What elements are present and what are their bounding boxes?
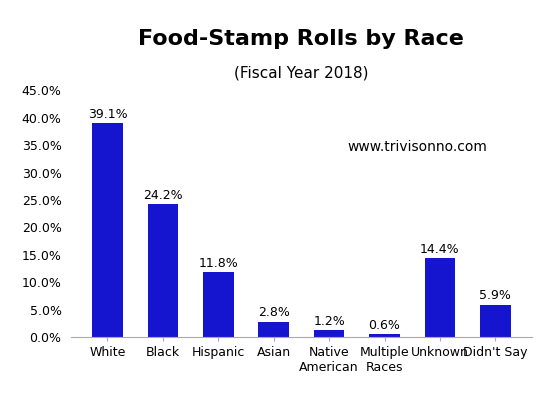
Bar — [259, 322, 289, 337]
Bar — [92, 123, 123, 337]
Text: 14.4%: 14.4% — [420, 243, 460, 256]
Text: 0.6%: 0.6% — [369, 319, 401, 332]
Bar — [425, 258, 455, 337]
Text: 1.2%: 1.2% — [313, 315, 345, 328]
Bar — [203, 272, 233, 337]
Bar — [480, 305, 511, 337]
Bar — [369, 334, 400, 337]
Text: 2.8%: 2.8% — [258, 307, 290, 319]
Text: 24.2%: 24.2% — [143, 189, 182, 202]
Bar — [147, 204, 178, 337]
Text: www.trivisonno.com: www.trivisonno.com — [347, 140, 487, 154]
Text: 11.8%: 11.8% — [198, 257, 238, 270]
Text: 39.1%: 39.1% — [88, 108, 127, 120]
Bar — [314, 330, 344, 337]
Text: Food-Stamp Rolls by Race: Food-Stamp Rolls by Race — [139, 29, 464, 49]
Text: (Fiscal Year 2018): (Fiscal Year 2018) — [234, 66, 369, 81]
Text: 5.9%: 5.9% — [480, 289, 511, 302]
